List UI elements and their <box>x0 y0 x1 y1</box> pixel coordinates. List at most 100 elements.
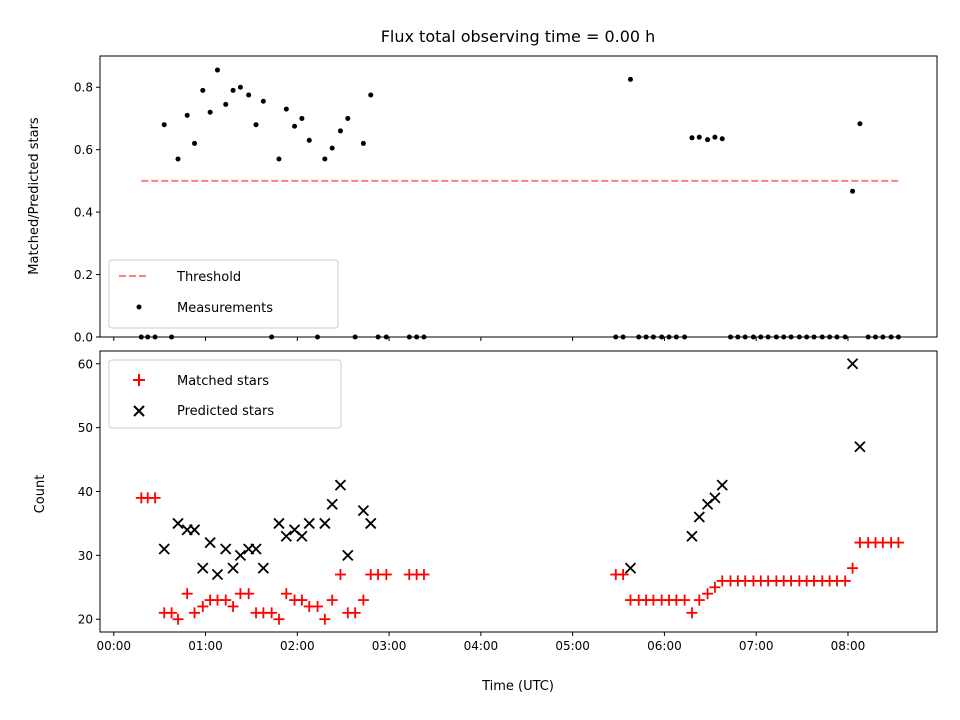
matched-stars-marker <box>273 613 285 625</box>
y-tick-label: 50 <box>78 421 93 435</box>
measurements-point <box>781 334 787 340</box>
matched-stars-marker <box>296 594 308 606</box>
y-tick-label: 0.0 <box>74 331 93 345</box>
predicted-stars-marker <box>686 530 698 542</box>
measurements-point <box>689 135 695 141</box>
measurements-point <box>253 122 259 128</box>
x-tick-label: 01:00 <box>188 639 223 653</box>
x-axis-label: Time (UTC) <box>481 679 554 694</box>
matched-stars-marker <box>709 581 721 593</box>
top-y-axis-label: Matched/Predicted stars <box>27 117 42 275</box>
predicted-stars-marker <box>257 562 269 574</box>
measurements-point <box>811 334 817 340</box>
measurements-point <box>214 67 220 73</box>
measurements-point <box>696 134 702 140</box>
measurements-point <box>269 334 275 340</box>
predicted-stars-marker <box>211 568 224 581</box>
measurements-point <box>659 334 665 340</box>
predicted-stars-marker <box>342 549 354 562</box>
measurements-point <box>352 334 358 340</box>
measurements-point <box>138 334 144 340</box>
predicted-stars-marker <box>334 479 347 491</box>
predicted-stars-marker <box>357 505 370 517</box>
measurements-point <box>360 140 366 146</box>
legend-matched-swatch <box>133 374 145 386</box>
measurements-point <box>368 92 374 98</box>
measurements-point <box>315 334 321 340</box>
matched-stars-marker <box>243 588 255 600</box>
legend-threshold-label: Threshold <box>176 270 241 285</box>
measurements-point <box>827 334 833 340</box>
matched-stars-marker <box>149 492 161 504</box>
x-tick-label: 07:00 <box>739 639 774 653</box>
measurements-point <box>152 334 158 340</box>
matched-stars-marker <box>617 569 629 581</box>
measurements-point <box>888 334 894 340</box>
measurements-point <box>200 87 206 93</box>
measurements-point <box>735 334 741 340</box>
predicted-stars-marker <box>227 562 239 574</box>
predicted-stars-marker <box>273 517 285 530</box>
measurements-point <box>895 334 901 340</box>
measurements-point <box>765 334 771 340</box>
measurements-point <box>322 156 328 162</box>
measurements-point <box>796 334 802 340</box>
measurements-point <box>873 334 879 340</box>
predicted-stars-marker <box>693 511 705 523</box>
measurements-point <box>673 334 679 340</box>
y-tick-label: 0.8 <box>74 81 93 95</box>
predicted-stars-marker <box>846 358 859 370</box>
matched-stars-marker <box>839 575 851 587</box>
measurements-point <box>192 140 198 146</box>
measurements-point <box>283 106 289 112</box>
y-tick-label: 60 <box>78 357 93 371</box>
top-legend: Threshold Measurements <box>108 259 339 329</box>
top-panel: Flux total observing time = 0.00 h 0.00.… <box>27 27 938 345</box>
matched-stars-marker <box>189 607 201 619</box>
matched-stars-marker <box>227 600 239 612</box>
measurements-point <box>175 156 181 162</box>
predicted-stars-marker <box>854 441 866 453</box>
matched-stars-marker <box>357 594 369 606</box>
measurements-point <box>329 145 335 151</box>
predicted-stars-marker <box>188 524 201 536</box>
measurements-point <box>865 334 871 340</box>
y-tick-label: 20 <box>78 613 93 627</box>
measurements-point <box>345 115 351 121</box>
top-x-ticks <box>113 337 849 341</box>
matched-stars-marker <box>686 607 698 619</box>
predicted-stars-marker <box>326 498 338 510</box>
measurements-point <box>627 76 633 82</box>
matched-stars-marker <box>679 594 691 606</box>
bottom-y-axis-label: Count <box>33 475 48 514</box>
matched-stars-marker <box>220 594 232 606</box>
measurements-point <box>421 334 427 340</box>
measurements-point <box>260 98 266 104</box>
matched-stars-marker <box>349 607 361 619</box>
matched-stars-marker <box>380 569 392 581</box>
measurements-point <box>620 334 626 340</box>
predicted-stars-marker <box>158 543 170 555</box>
measurements-point <box>742 334 748 340</box>
matched-stars-marker <box>181 588 193 600</box>
predicted-stars-marker <box>319 517 331 530</box>
predicted-stars-marker <box>197 562 209 574</box>
top-axes-frame <box>99 55 938 338</box>
predicted-stars-marker <box>296 530 308 542</box>
measurements-point <box>237 84 243 90</box>
bottom-legend-box <box>108 359 342 429</box>
top-legend-box <box>108 259 339 329</box>
predicted-stars-marker <box>709 492 721 504</box>
matched-stars-marker <box>847 562 859 574</box>
matched-stars-marker <box>197 600 209 612</box>
x-tick-label: 04:00 <box>464 639 499 653</box>
matched-stars-marker <box>334 569 346 581</box>
measurements-point <box>299 115 305 121</box>
measurements-point <box>246 92 252 98</box>
measurements-point <box>306 137 312 143</box>
measurements-point <box>650 334 656 340</box>
predicted-stars-marker <box>624 562 637 574</box>
legend-matched-label: Matched stars <box>177 374 269 389</box>
predicted-stars-marker <box>716 479 728 491</box>
